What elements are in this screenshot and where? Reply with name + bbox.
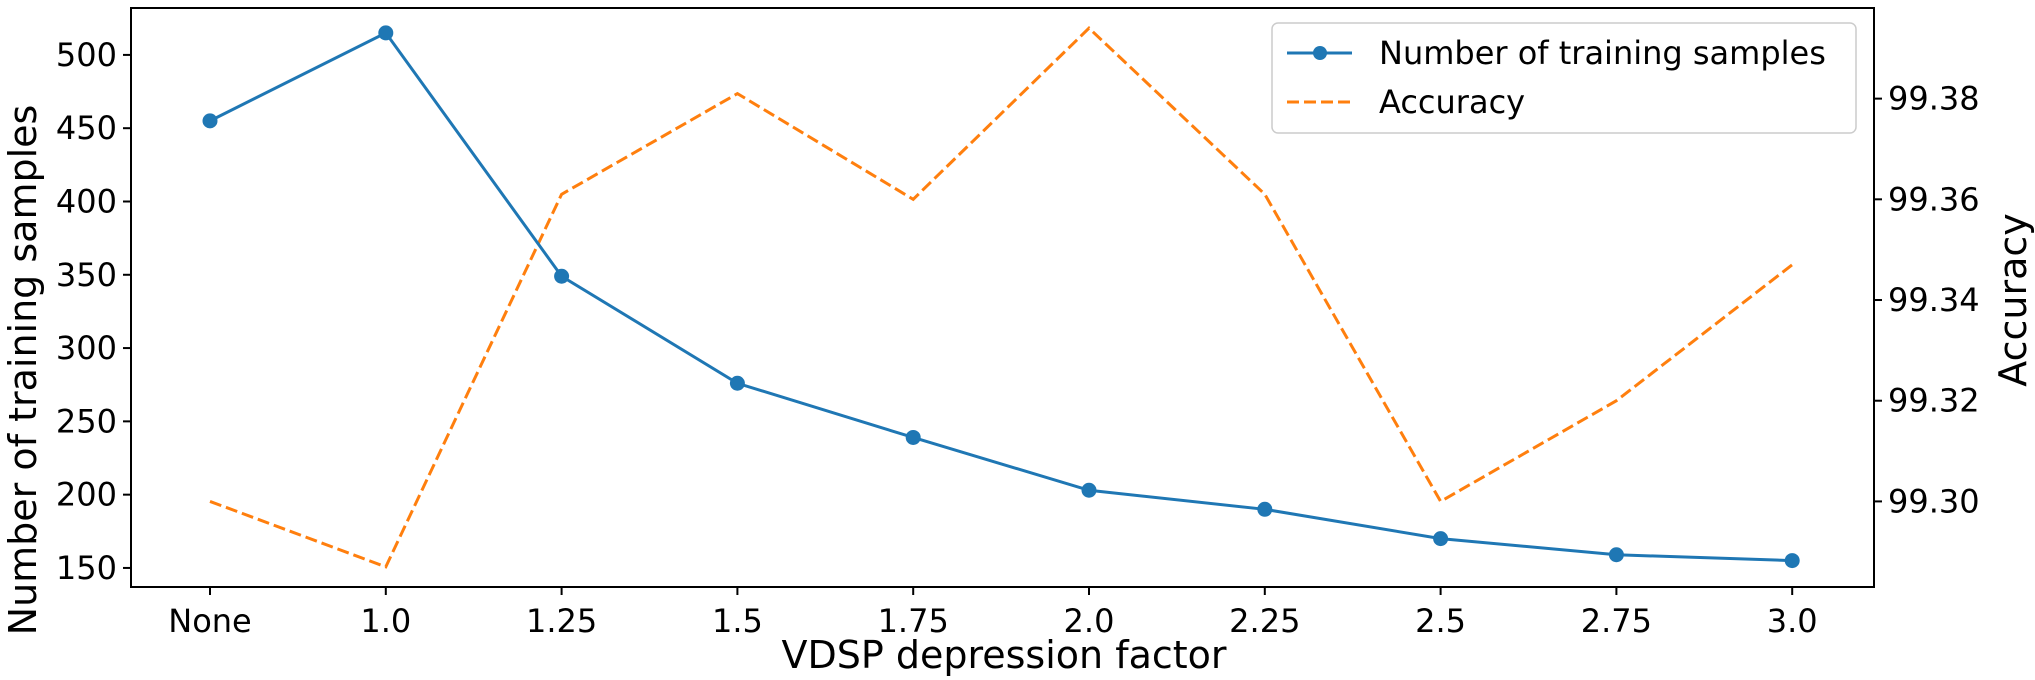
right-y-tick-label: 99.34 xyxy=(1888,281,1980,319)
legend-label-training-samples: Number of training samples xyxy=(1379,34,1826,72)
right-y-tick-label: 99.32 xyxy=(1888,382,1980,420)
legend: Number of training samples Accuracy xyxy=(1271,22,1857,134)
training-samples-point xyxy=(202,113,218,129)
left-y-tick-label: 200 xyxy=(56,476,117,514)
right-y-tick-label: 99.38 xyxy=(1888,80,1980,118)
x-tick-label: 2.25 xyxy=(1229,602,1300,640)
left-y-axis-label: Number of training samples xyxy=(1,105,45,636)
x-tick-label: 1.0 xyxy=(360,602,411,640)
axes: None 1.0 1.25 1.5 1.75 2.0 2.25 2.5 2.75 3.0 150 20… xyxy=(56,36,1980,640)
left-y-tick-label: 400 xyxy=(56,182,117,220)
training-samples-point xyxy=(905,429,921,445)
training-samples-point xyxy=(1257,501,1273,517)
left-y-tick-label: 450 xyxy=(56,109,117,147)
training-samples-point xyxy=(1433,531,1449,547)
x-tick-label: 1.5 xyxy=(712,602,763,640)
x-tick-label: 1.75 xyxy=(878,602,949,640)
left-y-tick-label: 300 xyxy=(56,329,117,367)
plot-frame xyxy=(130,7,1875,588)
left-y-tick-label: 500 xyxy=(56,36,117,74)
plot-marks xyxy=(202,25,1800,569)
accuracy-line xyxy=(209,26,1794,569)
x-tick-label: 1.25 xyxy=(526,602,597,640)
training-samples-point xyxy=(1081,482,1097,498)
legend-marker-training-samples xyxy=(1313,46,1327,60)
training-samples-point xyxy=(1784,553,1800,569)
left-y-tick-label: 150 xyxy=(56,549,117,587)
x-tick-label: 3.0 xyxy=(1767,602,1818,640)
x-tick-label: 2.0 xyxy=(1064,602,1115,640)
x-tick-label: 2.5 xyxy=(1415,602,1466,640)
x-axis-label: VDSP depression factor xyxy=(781,633,1226,677)
training-samples-point xyxy=(378,25,394,41)
training-samples-point xyxy=(729,375,745,391)
right-y-axis-label: Accuracy xyxy=(1991,213,2035,387)
training-samples-point xyxy=(554,268,570,284)
legend-label-accuracy: Accuracy xyxy=(1379,83,1525,121)
training-samples-point xyxy=(1608,547,1624,563)
left-y-tick-label: 250 xyxy=(56,402,117,440)
training-samples-line xyxy=(209,31,1793,563)
x-tick-label: 2.75 xyxy=(1581,602,1652,640)
legend-box xyxy=(1271,22,1857,134)
left-y-tick-label: 350 xyxy=(56,256,117,294)
x-tick-label: None xyxy=(168,602,251,640)
right-y-tick-label: 99.30 xyxy=(1888,482,1980,520)
right-y-tick-label: 99.36 xyxy=(1888,180,1980,218)
